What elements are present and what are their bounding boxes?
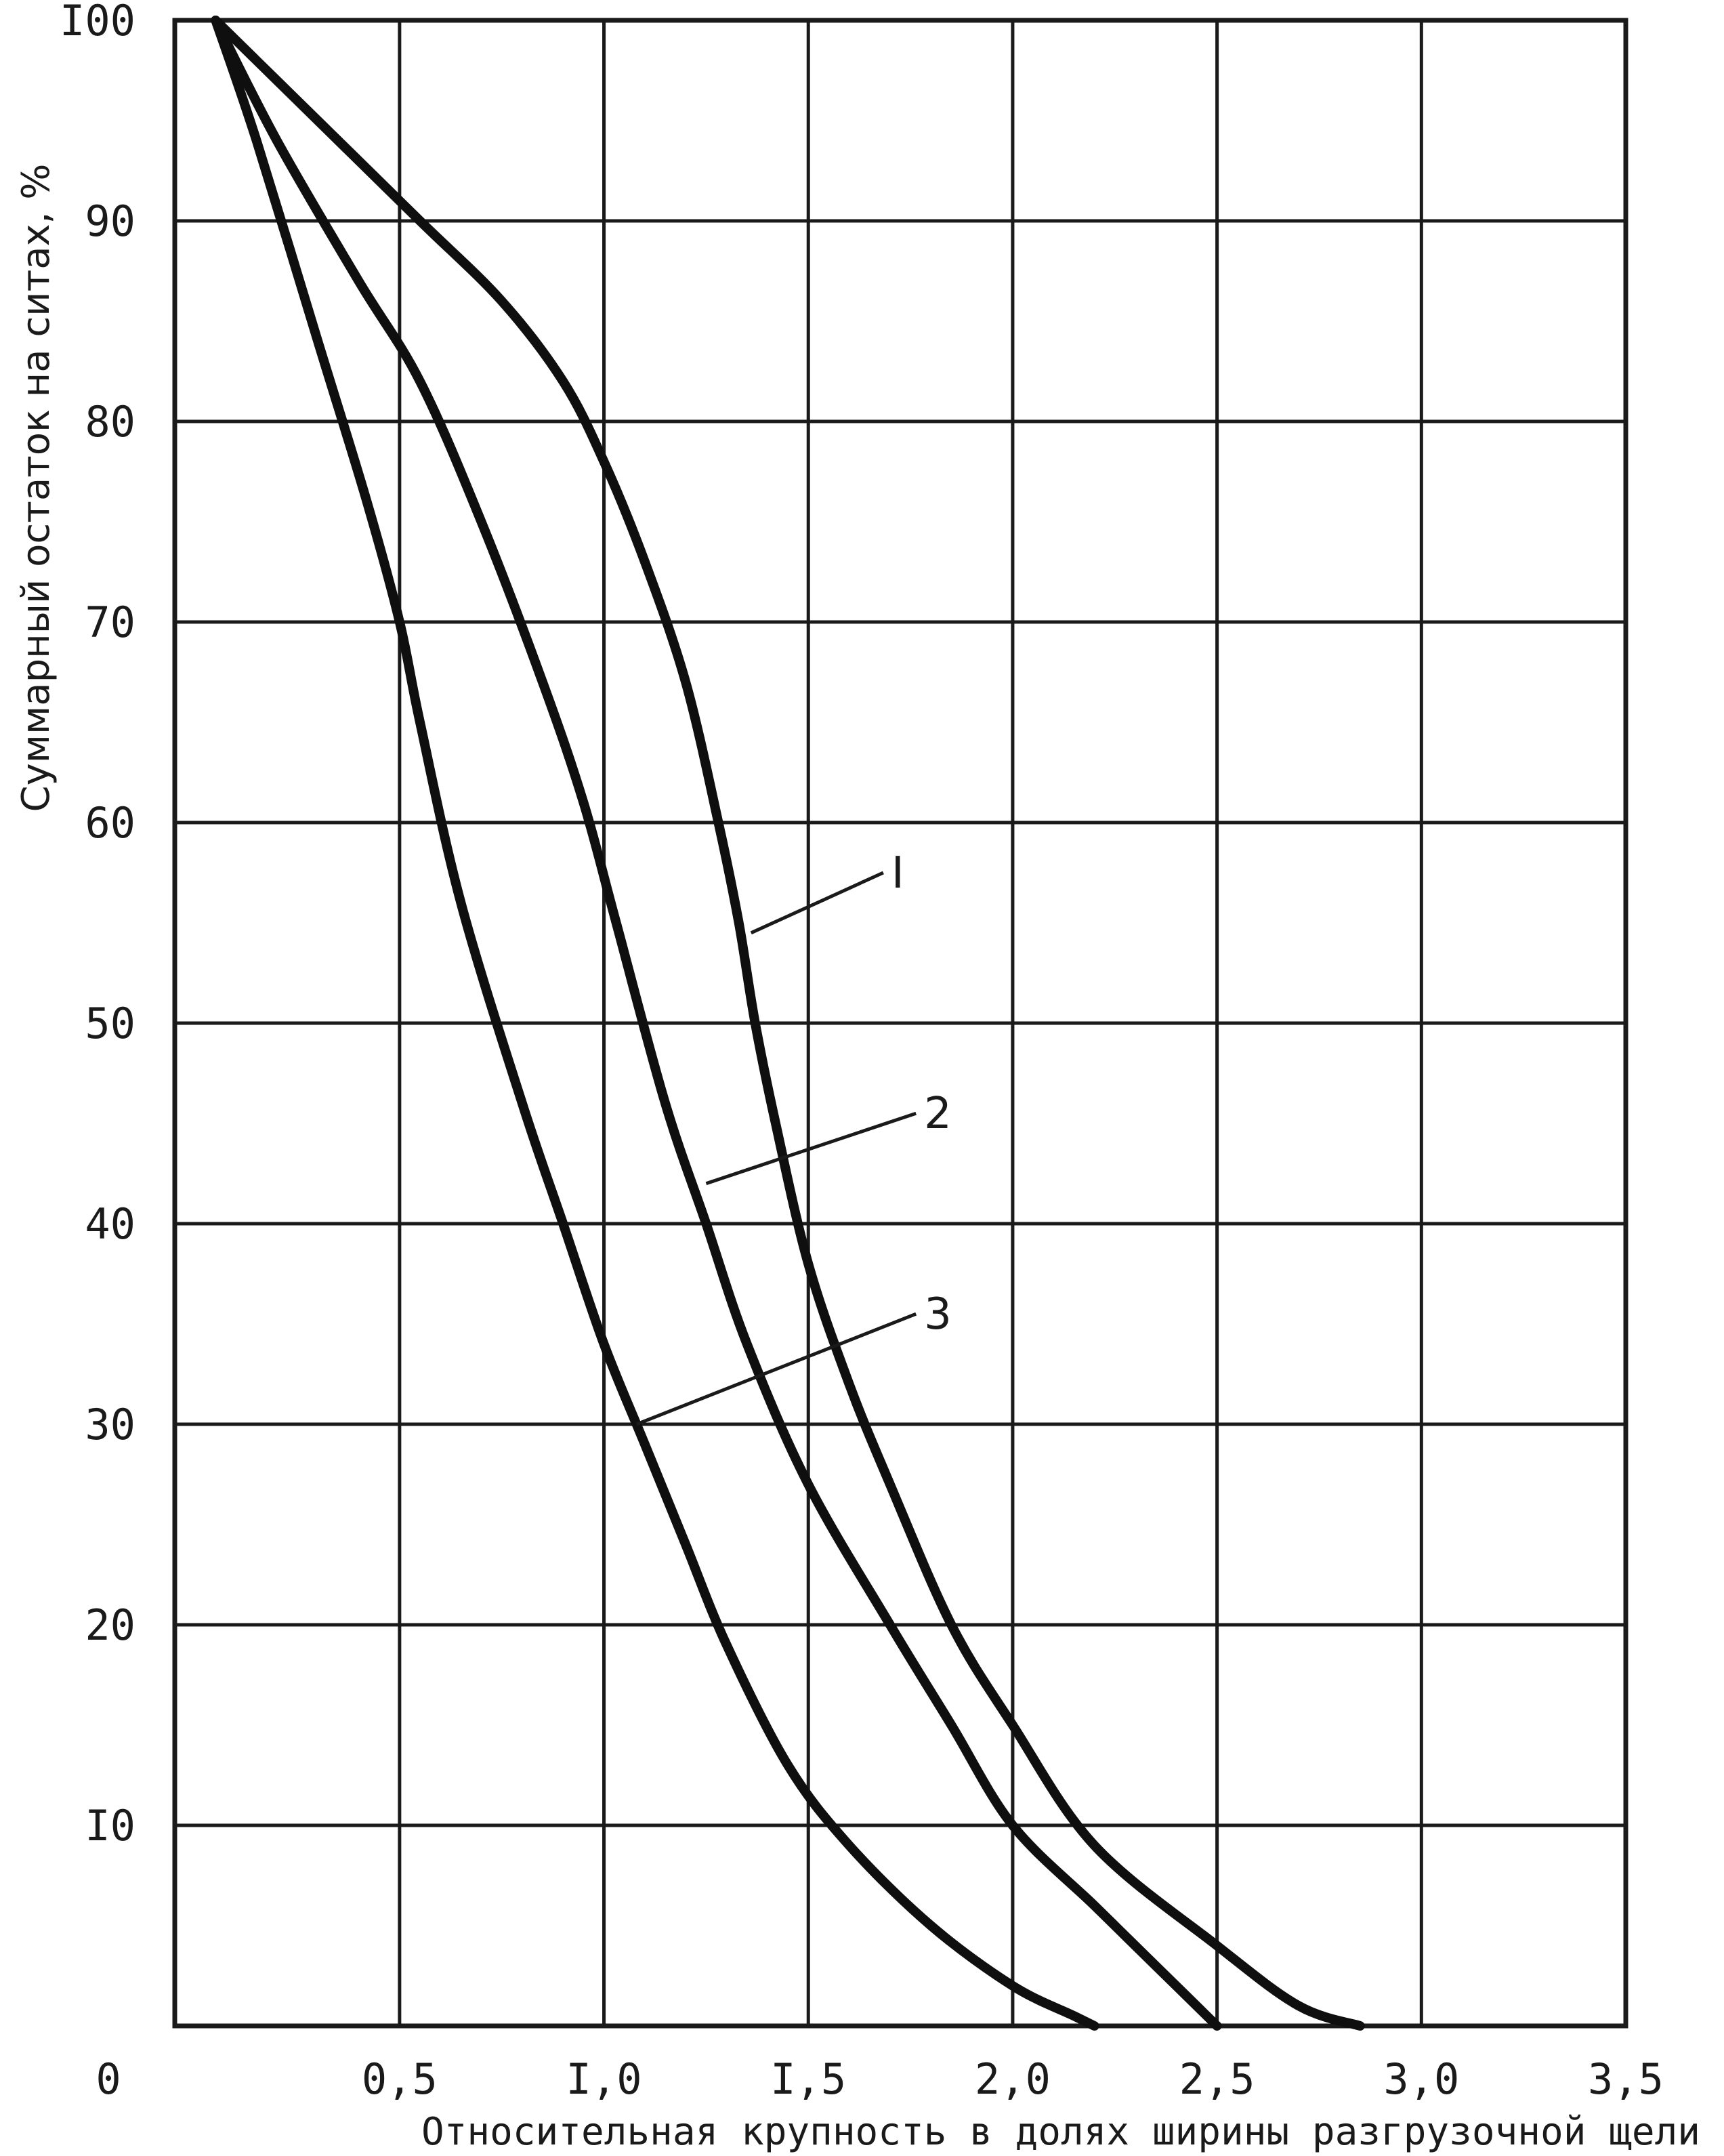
y-axis-title: Суммарный остаток на ситах, %	[14, 164, 58, 812]
series-leader-1	[750, 871, 884, 935]
series-leader-2	[705, 1111, 917, 1186]
series-line-1	[211, 16, 1365, 2031]
x-tick-label: 0	[96, 2054, 121, 2104]
x-axis-title: Относительная крупность в долях ширины р…	[421, 2110, 1700, 2154]
x-tick-label: 2,5	[1179, 2054, 1255, 2104]
series-group	[211, 16, 1365, 2031]
series-line-2	[211, 16, 1222, 2031]
x-tick-label: 3,0	[1383, 2054, 1459, 2104]
tick-labels: 0 0,5 I,0 I,5 2,0 2,5 3,0 3,5 I0 20 30 40 50 60 70 80 90…	[60, 0, 1664, 2104]
grid	[172, 18, 1628, 2029]
y-tick-label: I00	[60, 0, 135, 45]
series-label-2: 2	[924, 1089, 952, 1139]
series-label-3: 3	[924, 1289, 952, 1340]
x-tick-label: 0,5	[362, 2054, 438, 2104]
y-tick-label: 90	[85, 196, 135, 246]
x-tick-label: I,0	[566, 2054, 642, 2104]
series-line-3	[211, 16, 1099, 2031]
y-tick-label: 30	[85, 1400, 135, 1449]
y-tick-label: 40	[85, 1199, 135, 1249]
series-leader-3	[635, 1312, 917, 1426]
x-tick-label: I,5	[770, 2054, 846, 2104]
series-label-1: I	[891, 848, 904, 898]
y-tick-label: 60	[85, 798, 135, 848]
y-tick-label: 20	[85, 1600, 135, 1650]
y-tick-label: 80	[85, 397, 135, 447]
x-tick-label: 3,5	[1588, 2054, 1664, 2104]
y-tick-label: 70	[85, 598, 135, 647]
y-tick-label: 50	[85, 999, 135, 1048]
x-tick-label: 2,0	[975, 2054, 1051, 2104]
y-tick-label: I0	[85, 1801, 135, 1850]
